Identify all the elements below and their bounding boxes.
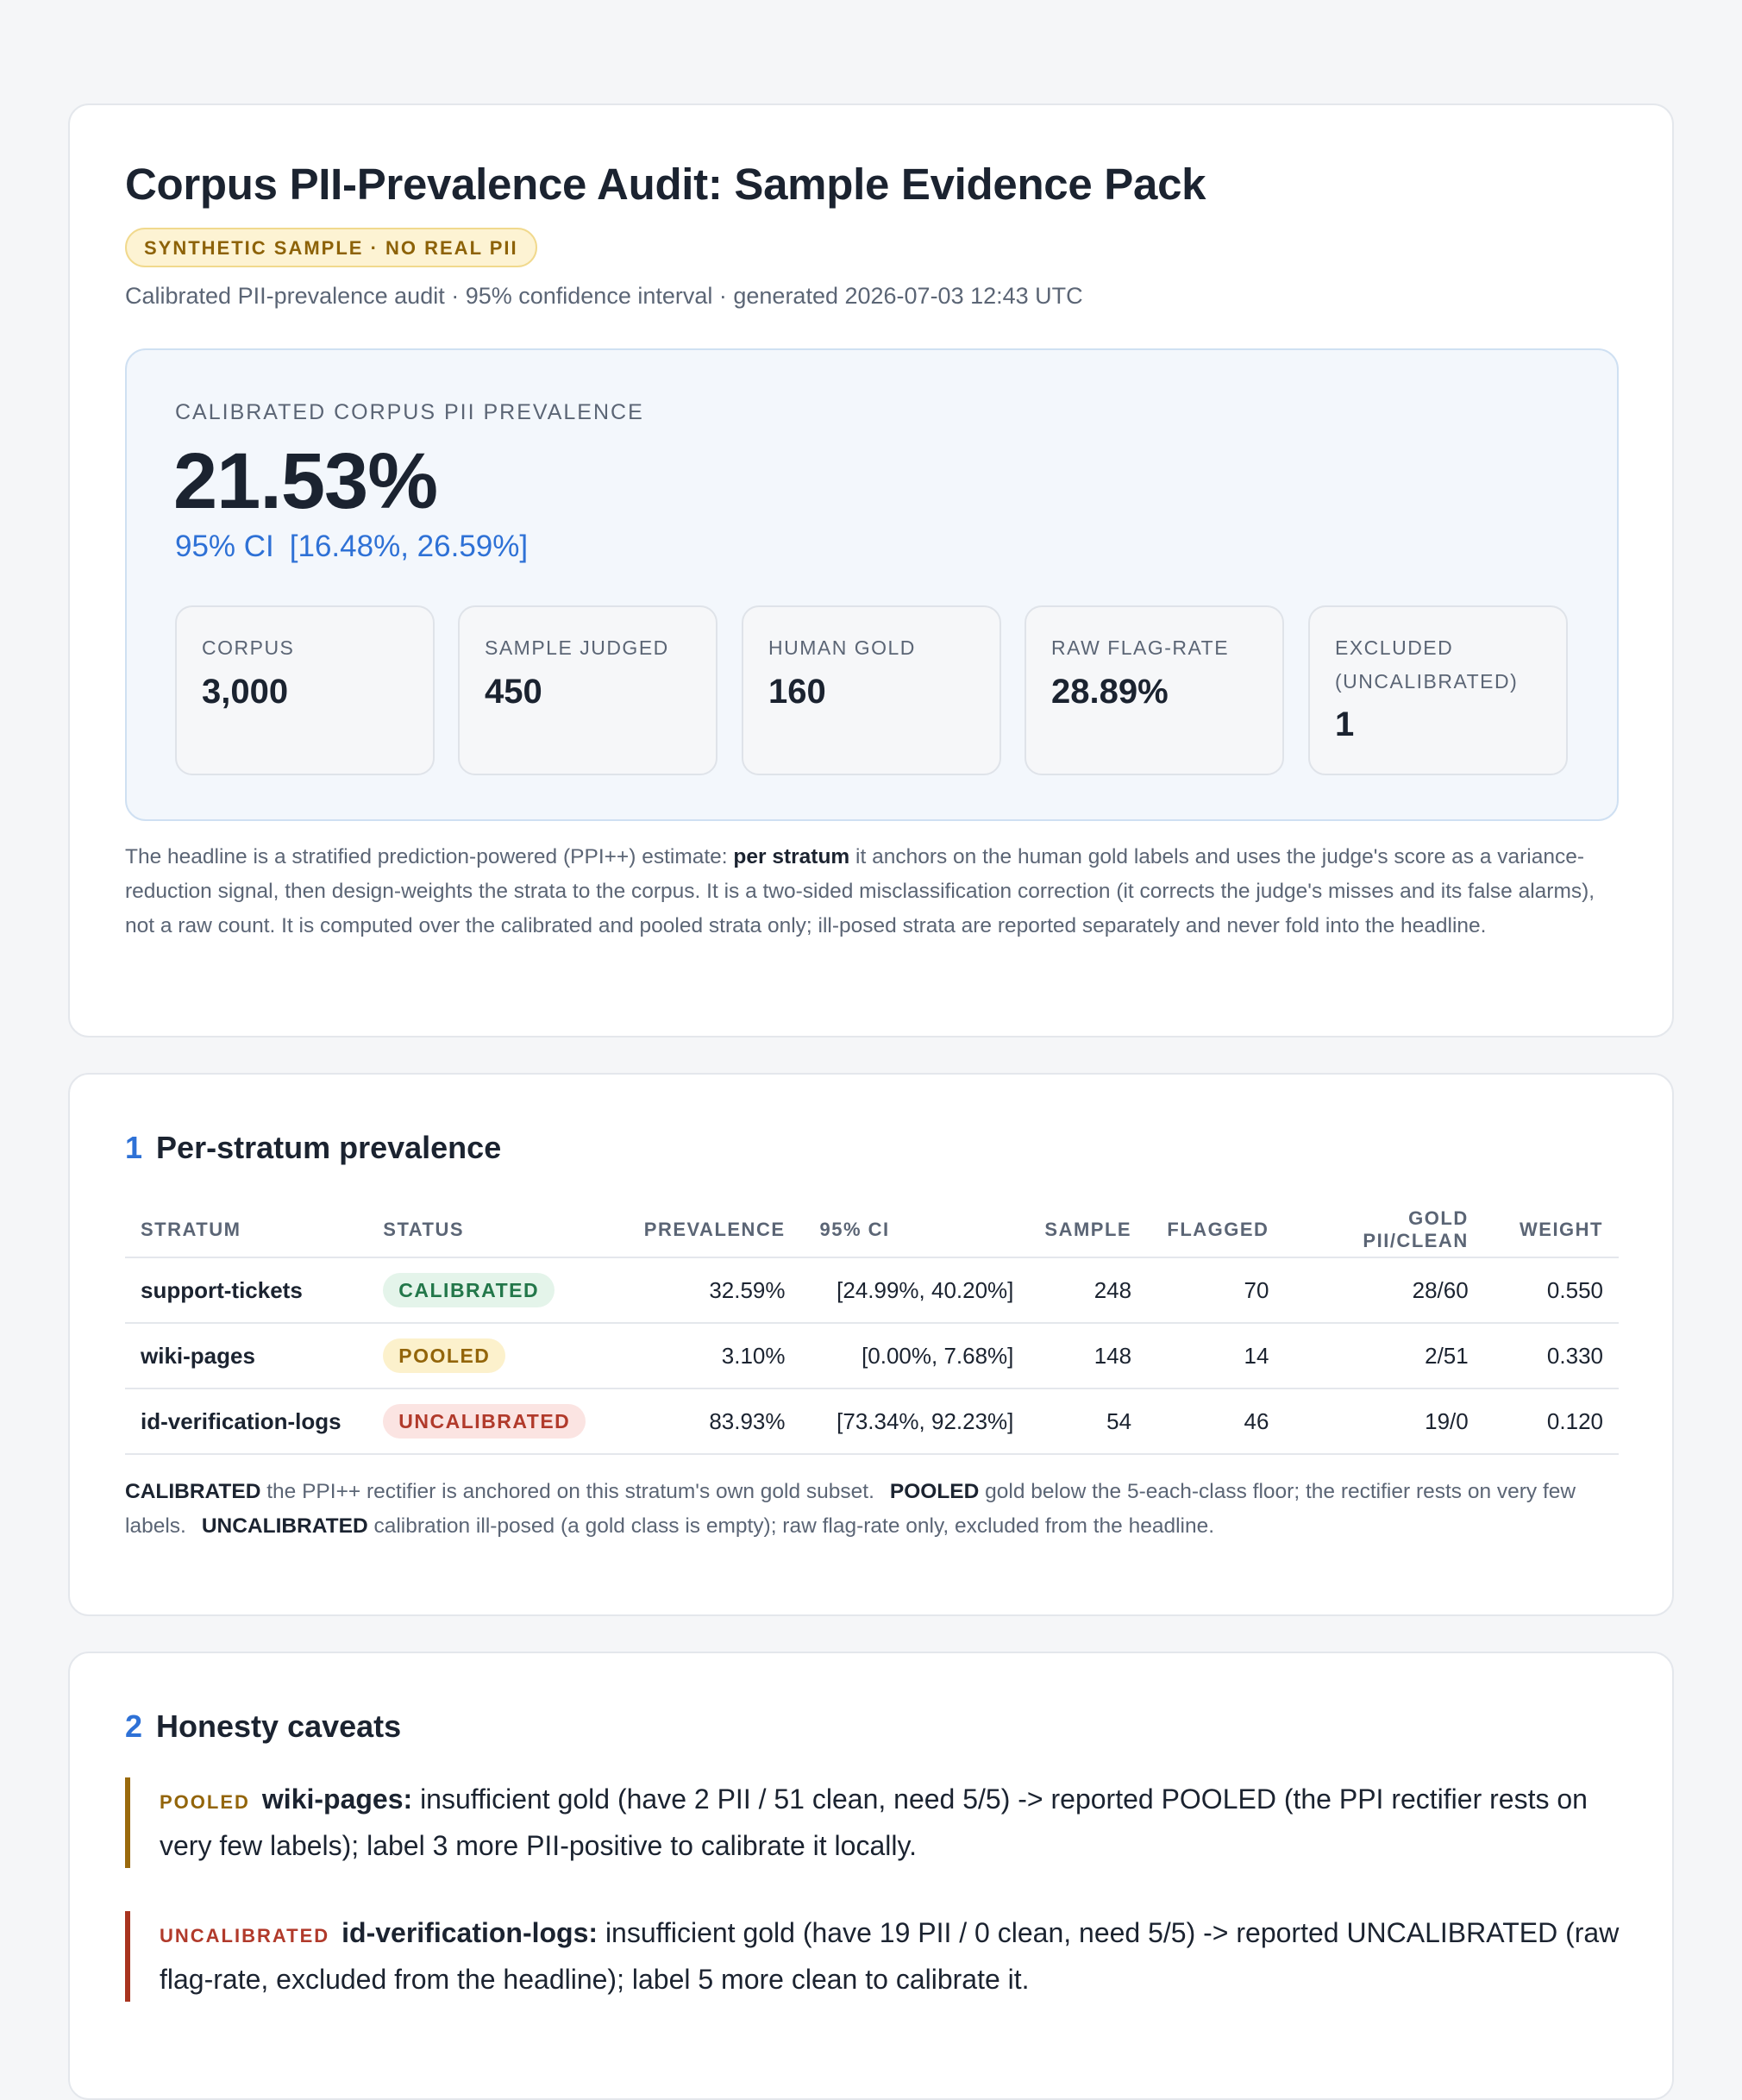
stat-value: 450	[485, 673, 542, 711]
status-badge: UNCALIBRATED	[383, 1404, 586, 1439]
caveat-tag: UNCALIBRATED	[160, 1925, 330, 1946]
stat-value: 160	[768, 673, 826, 711]
column-header[interactable]: GOLD PII/CLEAN	[1284, 1202, 1484, 1258]
column-header[interactable]: STRATUM	[125, 1202, 368, 1258]
section-number: 2	[125, 1708, 143, 1744]
stat-label: SAMPLE JUDGED	[485, 636, 669, 659]
explanation-emphasis: per stratum	[733, 845, 850, 868]
stat-label: CORPUS	[202, 636, 295, 659]
headline-ci-value: [16.48%, 26.59%]	[289, 530, 529, 563]
gold-cell: 2/51	[1284, 1323, 1484, 1389]
headline-ci-label: 95% CI	[175, 530, 274, 563]
legend-desc-calibrated: the PPI++ rectifier is anchored on this …	[260, 1480, 874, 1503]
legend-term-calibrated: CALIBRATED	[125, 1480, 261, 1503]
legend-desc-uncalibrated: calibration ill-posed (a gold class is e…	[367, 1514, 1215, 1538]
status-badge: POOLED	[383, 1338, 506, 1373]
stat-tile-corpus: CORPUS 3,000	[175, 605, 435, 775]
status-cell: CALIBRATED	[367, 1257, 602, 1324]
stat-value: 1	[1335, 705, 1355, 743]
stat-value: 28.89%	[1051, 673, 1169, 711]
caveat-item: UNCALIBRATED id-verification-logs: insuff…	[125, 1911, 1626, 2002]
synthetic-sample-badge: SYNTHETIC SAMPLE · NO REAL PII	[125, 228, 537, 267]
caveat-stratum: wiki-pages:	[261, 1783, 413, 1815]
prevalence-cell: 32.59%	[601, 1257, 801, 1324]
stat-tile-sample-judged: SAMPLE JUDGED 450	[458, 605, 717, 775]
explanation-text: The headline is a stratified prediction-…	[125, 845, 734, 868]
headline-ci: 95% CI [16.48%, 26.59%]	[175, 530, 543, 564]
headline-panel: CALIBRATED CORPUS PII PREVALENCE 21.53% …	[125, 348, 1619, 821]
flagged-cell: 14	[1147, 1323, 1285, 1389]
stat-tile-raw-flag-rate: RAW FLAG-RATE 28.89%	[1025, 605, 1284, 775]
flagged-cell: 46	[1147, 1389, 1285, 1455]
weight-cell: 0.120	[1483, 1389, 1619, 1455]
legend-desc-pooled: gold below the 5-each-class floor; the r…	[125, 1480, 1576, 1538]
prevalence-cell: 83.93%	[601, 1389, 801, 1455]
table-row: id-verification-logs UNCALIBRATED 83.93%…	[125, 1389, 1619, 1455]
ci-cell: [24.99%, 40.20%]	[800, 1257, 1030, 1324]
section-title: 2 Honesty caveats	[125, 1708, 401, 1745]
column-header[interactable]: FLAGGED	[1147, 1202, 1285, 1258]
stat-label: RAW FLAG-RATE	[1051, 636, 1230, 659]
caveat-item: POOLED wiki-pages: insufficient gold (hav…	[125, 1777, 1626, 1868]
status-cell: UNCALIBRATED	[367, 1389, 602, 1455]
section-number: 1	[125, 1130, 143, 1165]
sample-cell: 54	[1029, 1389, 1148, 1455]
column-header[interactable]: SAMPLE	[1029, 1202, 1148, 1258]
section-title-text: Honesty caveats	[156, 1708, 402, 1744]
page-title: Corpus PII-Prevalence Audit: Sample Evid…	[125, 160, 1206, 209]
strata-table: STRATUM STATUS PREVALENCE 95% CI SAMPLE …	[125, 1202, 1619, 1455]
status-legend: CALIBRATED the PPI++ rectifier is anchor…	[125, 1475, 1634, 1544]
stat-label: HUMAN GOLD	[768, 636, 916, 659]
table-row: wiki-pages POOLED 3.10% [0.00%, 7.68%] 1…	[125, 1323, 1619, 1389]
section-title: 1 Per-stratum prevalence	[125, 1130, 501, 1166]
per-stratum-card: 1 Per-stratum prevalence STRATUM STATUS P…	[68, 1073, 1674, 1616]
page-subtitle: Calibrated PII-prevalence audit · 95% co…	[125, 283, 1083, 309]
column-header[interactable]: WEIGHT	[1483, 1202, 1619, 1258]
stat-tile-human-gold: HUMAN GOLD 160	[742, 605, 1001, 775]
gold-cell: 19/0	[1284, 1389, 1484, 1455]
stratum-name: id-verification-logs	[125, 1389, 368, 1455]
caveat-stratum: id-verification-logs:	[342, 1917, 598, 1948]
caveats-card: 2 Honesty caveats POOLED wiki-pages: insuf…	[68, 1652, 1674, 2100]
explanation-text: it anchors on the human gold labels and …	[125, 845, 1595, 937]
column-header[interactable]: 95% CI	[800, 1202, 1030, 1258]
caveat-text: insufficient gold (have 19 PII / 0 clean…	[160, 1917, 1620, 1995]
stratum-name: support-tickets	[125, 1257, 368, 1324]
caveat-tag: POOLED	[160, 1791, 250, 1813]
column-header[interactable]: PREVALENCE	[601, 1202, 801, 1258]
stat-tile-excluded: EXCLUDED (UNCALIBRATED) 1	[1308, 605, 1568, 775]
ci-cell: [0.00%, 7.68%]	[800, 1323, 1030, 1389]
sample-cell: 148	[1029, 1323, 1148, 1389]
stat-value: 3,000	[202, 673, 289, 711]
stratum-name: wiki-pages	[125, 1323, 368, 1389]
summary-card: Corpus PII-Prevalence Audit: Sample Evid…	[68, 103, 1674, 1037]
headline-label: CALIBRATED CORPUS PII PREVALENCE	[175, 400, 644, 424]
stat-label: EXCLUDED (UNCALIBRATED)	[1335, 636, 1519, 693]
caveat-text: insufficient gold (have 2 PII / 51 clean…	[160, 1783, 1588, 1861]
sample-cell: 248	[1029, 1257, 1148, 1324]
legend-term-pooled: POOLED	[889, 1480, 980, 1503]
headline-value: 21.53%	[173, 437, 438, 525]
column-header[interactable]: STATUS	[367, 1202, 602, 1258]
ci-cell: [73.34%, 92.23%]	[800, 1389, 1030, 1455]
status-badge: CALIBRATED	[383, 1273, 555, 1307]
status-cell: POOLED	[367, 1323, 602, 1389]
weight-cell: 0.550	[1483, 1257, 1619, 1324]
gold-cell: 28/60	[1284, 1257, 1484, 1324]
prevalence-cell: 3.10%	[601, 1323, 801, 1389]
legend-term-uncalibrated: UNCALIBRATED	[201, 1514, 368, 1538]
headline-explanation: The headline is a stratified prediction-…	[125, 840, 1626, 943]
table-row: support-tickets CALIBRATED 32.59% [24.99…	[125, 1257, 1619, 1324]
weight-cell: 0.330	[1483, 1323, 1619, 1389]
flagged-cell: 70	[1147, 1257, 1285, 1324]
section-title-text: Per-stratum prevalence	[156, 1130, 502, 1165]
table-header-row: STRATUM STATUS PREVALENCE 95% CI SAMPLE …	[125, 1202, 1619, 1258]
